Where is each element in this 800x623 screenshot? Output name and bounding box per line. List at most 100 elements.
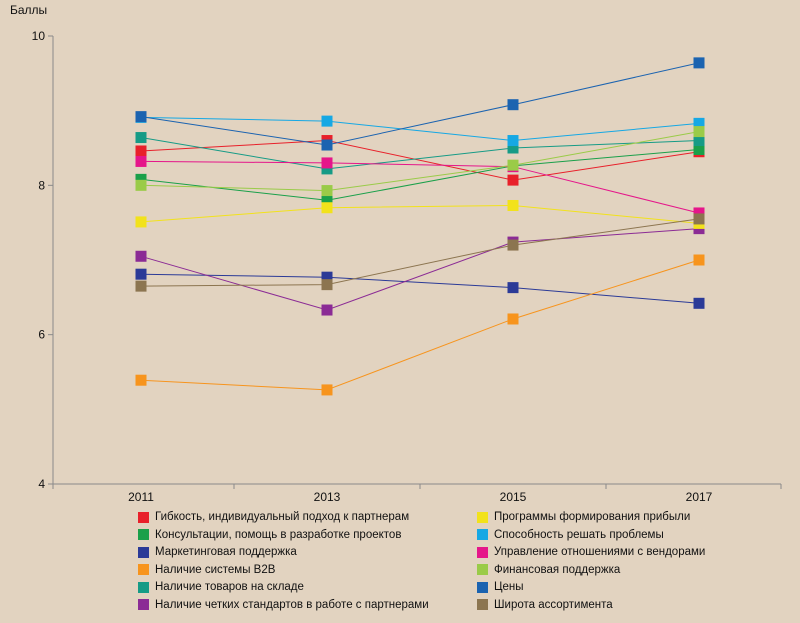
series-line xyxy=(140,62,700,146)
data-point xyxy=(693,297,705,309)
data-point xyxy=(693,117,705,129)
legend-swatch xyxy=(138,599,149,610)
data-point xyxy=(135,111,147,123)
data-point xyxy=(507,313,519,325)
series-line xyxy=(140,273,700,304)
data-point xyxy=(507,135,519,147)
data-point xyxy=(507,239,519,251)
legend-item: Программы формирования прибыли xyxy=(477,509,690,525)
legend-item: Цены xyxy=(477,579,524,595)
data-point xyxy=(135,179,147,191)
legend-label: Финансовая поддержка xyxy=(494,563,621,576)
data-point xyxy=(507,174,519,186)
data-point xyxy=(135,216,147,228)
data-point xyxy=(321,202,333,214)
legend-label: Программы формирования прибыли xyxy=(494,511,691,523)
data-point xyxy=(135,374,147,386)
legend-swatch xyxy=(477,546,488,558)
x-tick-label: 2013 xyxy=(314,490,341,504)
data-point xyxy=(321,304,333,316)
data-point xyxy=(135,145,147,157)
legend-item: Наличие системы B2B xyxy=(138,562,275,578)
legend-label: Наличие четких стандартов в работе с пар… xyxy=(155,598,429,611)
legend-label: Гибкость, индивидуальный подход к партне… xyxy=(155,511,410,523)
data-point xyxy=(321,271,333,283)
y-tick-label: 4 xyxy=(38,477,45,491)
y-tick-label: 10 xyxy=(32,29,46,43)
y-tick-label: 6 xyxy=(38,328,45,342)
legend-label: Цены xyxy=(494,581,524,593)
data-point xyxy=(135,173,147,185)
data-point xyxy=(135,280,147,292)
data-point xyxy=(321,384,333,396)
data-point xyxy=(135,132,147,144)
data-point xyxy=(693,57,705,69)
series-line xyxy=(140,228,700,311)
data-point xyxy=(135,250,147,262)
data-point xyxy=(693,143,705,155)
legend-label: Широта ассортимента xyxy=(494,598,613,611)
legend-swatch xyxy=(138,581,149,593)
data-point xyxy=(693,135,705,147)
legend-item: Консультации, помощь в разработке проект… xyxy=(138,527,401,543)
series-line xyxy=(140,116,700,142)
series-line xyxy=(140,131,700,192)
series-line xyxy=(140,218,700,287)
data-point xyxy=(507,199,519,211)
legend-swatch xyxy=(477,581,488,593)
legend-label: Управление отношениями с вендорами xyxy=(494,546,706,558)
legend-item: Гибкость, индивидуальный подход к партне… xyxy=(138,509,409,525)
legend-swatch xyxy=(477,529,488,540)
series-line xyxy=(140,137,700,170)
series-line xyxy=(140,204,700,224)
legend-swatch xyxy=(138,546,149,558)
series-markers xyxy=(135,57,705,396)
x-tick-label: 2015 xyxy=(500,490,527,504)
series-line xyxy=(140,139,700,181)
data-point xyxy=(321,157,333,169)
legend-label: Способность решать проблемы xyxy=(494,528,664,541)
data-point xyxy=(693,213,705,225)
legend-item: Широта ассортимента xyxy=(477,597,613,613)
legend-swatch xyxy=(477,511,488,523)
x-tick-label: 2017 xyxy=(686,490,713,504)
legend-item: Наличие товаров на складе xyxy=(138,579,304,595)
data-point xyxy=(321,163,333,175)
data-point xyxy=(321,115,333,127)
data-point xyxy=(135,155,147,167)
data-point xyxy=(321,279,333,291)
series-lines xyxy=(140,62,700,391)
legend-item: Способность решать проблемы xyxy=(477,527,664,543)
data-point xyxy=(693,207,705,219)
series-line xyxy=(140,160,700,214)
x-ticks: 2011 2013 2015 2017 xyxy=(52,484,782,504)
data-point xyxy=(693,126,705,138)
legend-swatch xyxy=(477,564,488,575)
data-point xyxy=(507,99,519,111)
legend-swatch xyxy=(138,511,149,523)
legend-label: Наличие товаров на складе xyxy=(155,581,304,593)
legend-item: Наличие четких стандартов в работе с пар… xyxy=(138,597,429,613)
legend-item: Маркетинговая поддержка xyxy=(138,544,297,560)
legend-label: Наличие системы B2B xyxy=(155,563,276,576)
data-point xyxy=(693,254,705,266)
legend-swatch xyxy=(138,529,149,540)
legend-item: Управление отношениями с вендорами xyxy=(477,544,705,560)
y-ticks: 4 6 8 10 xyxy=(32,29,53,491)
data-point xyxy=(321,185,333,197)
series-line xyxy=(140,149,700,201)
legend-item: Финансовая поддержка xyxy=(477,562,620,578)
x-tick-label: 2011 xyxy=(128,490,154,504)
y-axis-label: Баллы xyxy=(10,3,47,17)
legend-label: Консультации, помощь в разработке проект… xyxy=(155,528,402,541)
series-line xyxy=(140,259,700,391)
data-point xyxy=(321,139,333,151)
data-point xyxy=(135,268,147,280)
data-point xyxy=(507,282,519,294)
legend-swatch xyxy=(138,564,149,575)
data-point xyxy=(507,159,519,171)
legend-swatch xyxy=(477,599,488,610)
legend-label: Маркетинговая поддержка xyxy=(155,546,297,558)
